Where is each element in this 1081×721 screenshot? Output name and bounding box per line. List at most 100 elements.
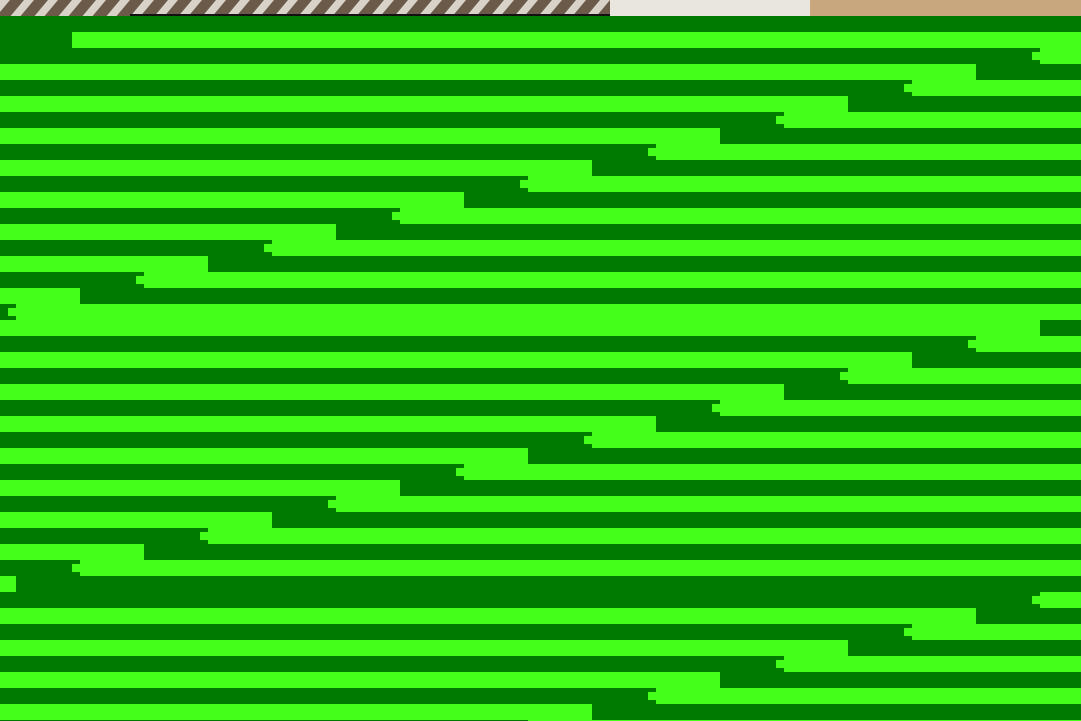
stripe-segment [592,160,1081,176]
stripe-segment [0,320,1040,336]
stripe-segment [1032,324,1040,332]
stripe-segment [0,352,912,368]
stripe-segment [528,448,1081,464]
stripe-segment [264,516,272,524]
stripe-segment [208,528,1081,544]
stripe-segment [0,144,656,160]
stripe-segment [840,100,848,108]
stripe-segment [464,464,1081,480]
stripe-segment [904,84,912,92]
stripe-segment [0,528,208,544]
stripe-segment [776,660,784,668]
stripe-segment [0,32,72,48]
stripe-segment [0,384,784,400]
stripe-segment [0,640,848,656]
stripe-segment [0,480,400,496]
stripe-segment [0,448,528,464]
stripe-segment [0,160,592,176]
stripe-segment [648,148,656,156]
stripe-segment [912,624,1081,640]
stripe-segment [648,692,656,700]
stripe-segment [0,464,464,480]
stripe-segment [0,224,336,240]
stripe-segment [0,560,80,576]
stripe-segment [656,416,1081,432]
stripe-segment [200,260,208,268]
stripe-segment [16,304,1081,320]
stripe-segment [0,96,848,112]
stripe-segment [712,404,720,412]
stripe-segment [712,132,720,140]
stripe-segment [976,608,1081,624]
photo-strip-light [610,0,810,16]
stripe-segment [656,688,1081,704]
stripe-segment [400,480,1081,496]
stripe-segment [464,192,1081,208]
stripe-segment [456,196,464,204]
stripe-segment [968,68,976,76]
stripe-segment [912,352,1081,368]
stripe-segment [208,256,1081,272]
stripe-segment [592,432,1081,448]
stripe-segment [8,580,16,588]
stripe-segment [1032,596,1040,604]
stripe-segment [720,672,1081,688]
stripe-segment [0,496,336,512]
stripe-segment [400,208,1081,224]
stripe-segment [144,544,1081,560]
stripe-segment [336,496,1081,512]
stripe-segment [8,308,16,316]
stripe-segment [592,704,1081,720]
stripe-segment [272,240,1081,256]
stripe-segment [0,288,80,304]
stripe-segment [0,80,912,96]
stripe-segment [0,48,1040,64]
stripe-segment [976,64,1081,80]
stripe-segment [80,560,1081,576]
stripe-segment [80,288,1081,304]
stripe-segment [0,240,272,256]
stripe-segment [1040,592,1081,608]
stripe-segment [0,592,1040,608]
stripe-segment [136,548,144,556]
stripe-segment [584,436,592,444]
stripe-segment [712,676,720,684]
stripes [0,16,1081,721]
stripe-segment [1040,320,1081,336]
stripe-segment [784,112,1081,128]
stripe-segment [528,176,1081,192]
stripe-segment [0,656,784,672]
stripe-segment [456,468,464,476]
stripe-segment [0,64,976,80]
stripe-segment [328,500,336,508]
stripe-segment [0,512,272,528]
stripe-segment [1040,48,1081,64]
stripe-segment [136,276,144,284]
stripe-segment [904,356,912,364]
stripe-segment [776,388,784,396]
photo-strip-wood [810,0,1081,16]
stripe-segment [272,512,1081,528]
stripe-segment [328,228,336,236]
stripe-segment [0,368,848,384]
stripe-segment [0,272,144,288]
stripe-segment [0,432,592,448]
stripe-segment [16,576,1081,592]
stripe-segment [200,532,208,540]
stripe-segment [584,708,592,716]
stripe-segment [840,644,848,652]
stripe-segment [0,336,976,352]
stripe-segment [0,128,720,144]
stripe-segment [840,372,848,380]
stripe-segment [0,208,400,224]
stripe-segment [1032,52,1040,60]
stripe-segment [0,400,720,416]
stripe-segment [392,212,400,220]
stripe-segment [0,704,592,720]
stripe-segment [720,400,1081,416]
stripe-segment [392,484,400,492]
stripe-segment [0,688,656,704]
stripe-segment [784,656,1081,672]
stripe-segment [912,80,1081,96]
